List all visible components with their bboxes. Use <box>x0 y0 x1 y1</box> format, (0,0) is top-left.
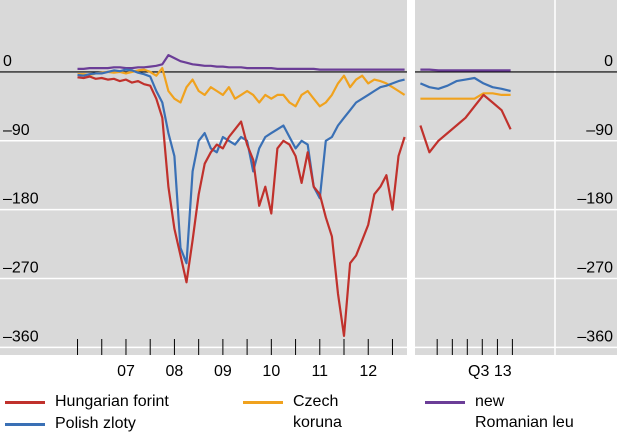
x-tick-label: 08 <box>166 363 184 380</box>
x-tick-label: Q3 13 <box>468 363 512 380</box>
x-tick-label: 10 <box>262 363 280 380</box>
y-tick-label: –360 <box>577 328 613 345</box>
y-tick-label: –270 <box>3 259 39 276</box>
line-series <box>420 92 511 100</box>
plot-background <box>415 0 617 355</box>
line-series <box>77 66 406 108</box>
x-tick-label: 07 <box>117 363 135 380</box>
x-tick-label: 12 <box>359 363 377 380</box>
y-tick-label: –90 <box>586 122 613 139</box>
line-series <box>420 68 511 72</box>
line-series <box>419 76 511 93</box>
x-tick-label: 09 <box>214 363 232 380</box>
y-tick-label: 0 <box>3 53 12 70</box>
legend-label: Polish zloty <box>55 415 136 432</box>
line-series <box>77 53 405 71</box>
y-tick-label: –270 <box>577 259 613 276</box>
y-tick-label: –180 <box>577 191 613 208</box>
x-tick-label: 11 <box>311 363 328 380</box>
line-series <box>77 75 406 337</box>
legend-swatch <box>5 401 45 404</box>
line-series <box>77 68 405 265</box>
legend-swatch <box>425 401 465 404</box>
y-tick-label: –360 <box>3 328 39 345</box>
legend-label: Hungarian forint <box>55 393 169 410</box>
line-series <box>419 93 512 154</box>
y-tick-label: –180 <box>3 191 39 208</box>
legend-label: Czech koruna <box>293 393 342 431</box>
legend-swatch <box>5 423 45 426</box>
legend-swatch <box>243 401 283 404</box>
chart: 0 –90 –180 –270 –360 07 08 09 10 11 12 0 –90 –180 –270… <box>0 0 617 380</box>
y-tick-label: 0 <box>604 53 613 70</box>
legend-label: new Romanian leu <box>475 393 574 431</box>
y-tick-label: –90 <box>3 122 30 139</box>
